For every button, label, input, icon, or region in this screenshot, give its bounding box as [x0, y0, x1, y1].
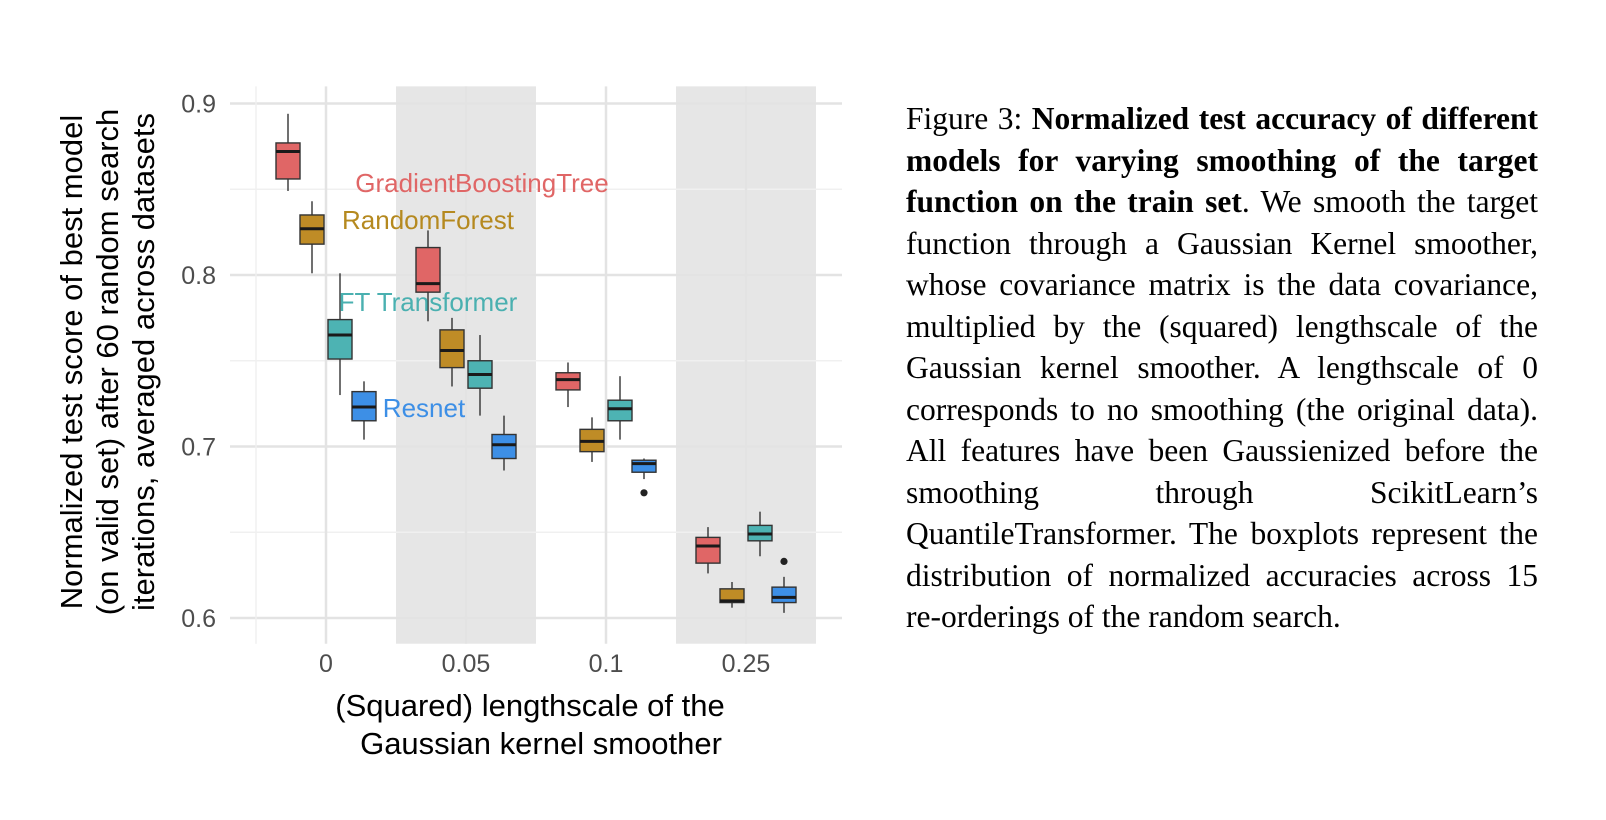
box-ft-transformer-0.1 [607, 376, 633, 440]
y-axis-label-line: iterations, averaged across datasets [126, 113, 161, 611]
y-tick-label: 0.9 [181, 91, 216, 119]
y-tick-label: 0.6 [181, 605, 216, 633]
box-randomforest-0 [299, 201, 325, 274]
y-tick-labels: 0.6 0.7 0.8 0.9 [181, 91, 216, 634]
box-randomforest-0.1 [579, 417, 605, 462]
box-gradientboostingtree-0.1 [555, 362, 581, 408]
box-resnet-0 [351, 381, 377, 440]
caption-period: . [1241, 184, 1250, 219]
grid-lines [230, 86, 842, 644]
x-axis-label: (Squared) lengthscale of the Gaussian ker… [335, 688, 724, 761]
box-resnet-0.1 [631, 458, 657, 497]
y-tick-label: 0.7 [181, 434, 216, 462]
x-tick-label: 0.1 [589, 650, 624, 678]
figure-caption: Figure 3: Normalized test accuracy of di… [906, 98, 1538, 638]
caption-bold-title: Normalized test accuracy of different mo… [906, 101, 1538, 219]
box-body [275, 142, 301, 180]
caption-prefix: Figure 3: [906, 101, 1032, 136]
box-body [439, 329, 465, 369]
caption-body: We smooth the target function through a … [906, 184, 1538, 634]
series-label-ft-transformer: FT Transformer [339, 287, 518, 317]
box-ft-transformer-0.25 [747, 511, 773, 557]
x-tick-label: 0.05 [442, 650, 491, 678]
y-axis-label: Normalized test score of best model(on v… [54, 109, 161, 616]
boxplot-chart: 0.6 0.7 0.8 0.9 0 0.05 0.1 0.25 GradientBoosti… [54, 86, 842, 761]
series-label-randomforest: RandomForest [342, 205, 515, 235]
y-axis-label-line: Normalized test score of best model [54, 115, 89, 610]
series-label-gradientboostingtree: GradientBoostingTree [355, 168, 608, 198]
box-body [771, 586, 797, 604]
box-body [695, 536, 721, 564]
box-body [555, 372, 581, 391]
box-body [327, 318, 353, 360]
x-tick-label: 0 [319, 650, 333, 678]
x-axis-label-line: (Squared) lengthscale of the [335, 688, 724, 723]
box-gradientboostingtree-0.05 [415, 230, 441, 322]
box-body [415, 246, 441, 293]
box-ft-transformer-0 [327, 273, 353, 396]
y-tick-label: 0.8 [181, 262, 216, 290]
box-randomforest-0.05 [439, 317, 465, 387]
x-tick-label: 0.25 [722, 650, 771, 678]
box-body [631, 459, 657, 473]
box-body [719, 588, 745, 604]
box-resnet-0.25 [771, 557, 797, 613]
outlier-point [780, 557, 788, 566]
series-label-resnet: Resnet [383, 393, 466, 423]
box-body [491, 433, 517, 460]
x-tick-labels: 0 0.05 0.1 0.25 [319, 650, 770, 678]
box-randomforest-0.25 [719, 581, 745, 608]
outlier-point [640, 489, 648, 497]
y-axis-label-line: (on valid set) after 60 random search [90, 109, 125, 616]
box-gradientboostingtree-0.25 [695, 527, 721, 574]
series-labels: GradientBoostingTree RandomForest FT Trans… [339, 168, 609, 423]
boxplots [275, 113, 797, 613]
x-axis-label-line: Gaussian kernel smoother [360, 726, 722, 761]
box-body [607, 399, 633, 422]
box-ft-transformer-0.05 [467, 335, 493, 416]
box-gradientboostingtree-0 [275, 113, 301, 191]
box-resnet-0.05 [491, 415, 517, 471]
